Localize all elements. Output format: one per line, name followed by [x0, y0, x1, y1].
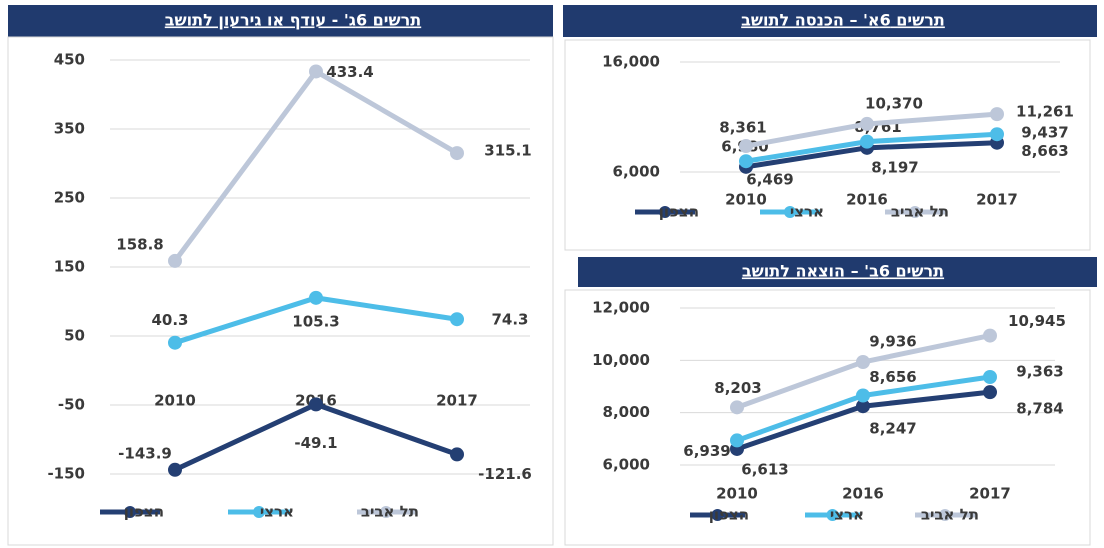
x-tick-label: 2017: [969, 485, 1011, 503]
legend-swatch: [909, 206, 921, 218]
data-point: [739, 154, 753, 169]
y-tick-label: 150: [54, 258, 85, 276]
legend-label: הצפון: [124, 503, 164, 521]
x-tick-label: 2016: [846, 191, 888, 209]
data-point: [983, 385, 997, 400]
y-tick-label: 450: [54, 51, 85, 69]
data-point: [983, 328, 997, 343]
legend-label: הצפון: [709, 506, 749, 524]
data-point: [309, 397, 323, 412]
y-tick-label: 16,000: [602, 53, 660, 71]
x-tick-label: 2010: [716, 485, 758, 503]
y-tick-label: 50: [64, 327, 85, 345]
data-point: [856, 355, 870, 370]
header-bar: [563, 5, 1097, 37]
y-tick-label: 12,000: [592, 299, 650, 317]
data-point: [856, 388, 870, 403]
y-tick-label: 6,000: [613, 163, 660, 181]
y-tick-label: 350: [54, 120, 85, 138]
data-label: 8,663: [1021, 142, 1068, 160]
data-label: 11,261: [1016, 103, 1074, 121]
y-tick-label: 10,000: [592, 351, 650, 369]
data-label: 10,945: [1008, 312, 1066, 330]
data-label: -49.1: [294, 434, 337, 452]
legend-label: תל אביב: [361, 503, 419, 521]
data-label: 8,197: [871, 158, 918, 176]
data-label: 9,363: [1016, 363, 1063, 381]
data-point: [860, 116, 874, 131]
legend-swatch: [784, 206, 796, 218]
data-point: [990, 127, 1004, 142]
y-tick-label: 8,000: [603, 403, 650, 421]
data-point: [450, 447, 464, 462]
data-point: [983, 370, 997, 385]
legend-swatch: [711, 509, 724, 521]
data-point: [739, 139, 753, 154]
x-tick-label: 2010: [725, 191, 767, 209]
legend-swatch: [253, 506, 265, 518]
data-label: -121.6: [478, 465, 532, 483]
panel: [564, 39, 1091, 251]
legend-swatch: [124, 506, 136, 518]
data-label: 9,936: [869, 333, 916, 351]
data-label: 40.3: [151, 311, 188, 329]
data-point: [450, 146, 464, 161]
legend-swatch: [826, 509, 839, 521]
data-point: [168, 253, 182, 268]
data-label: 6,939: [683, 442, 730, 460]
data-label: 8,656: [869, 368, 916, 386]
data-point: [730, 433, 744, 448]
data-point: [168, 335, 182, 350]
y-tick-label: 250: [54, 189, 85, 207]
data-point: [168, 462, 182, 477]
data-label: 8,203: [714, 379, 761, 397]
legend-label: ארצי: [830, 506, 864, 524]
legend-swatch: [939, 509, 951, 521]
data-point: [860, 134, 874, 149]
chart-title: תרשים 6ג' - עודף או גירעון לתושב: [165, 11, 421, 30]
data-point: [990, 107, 1004, 122]
x-tick-label: 2017: [436, 392, 478, 410]
chart-title: תרשים 6א' – הכנסה לתושב: [741, 11, 945, 30]
data-label: 8,361: [719, 119, 766, 137]
data-label: 10,370: [865, 94, 923, 112]
header-bar: [578, 257, 1097, 287]
y-tick-label: 6,000: [603, 456, 650, 474]
x-tick-label: 2010: [154, 392, 196, 410]
legend-swatch: [659, 206, 671, 218]
data-label: 315.1: [484, 142, 531, 160]
y-tick-label: -50: [58, 396, 85, 414]
data-point: [309, 64, 323, 79]
data-label: 8,247: [869, 420, 916, 438]
data-label: 8,784: [1016, 400, 1063, 418]
legend-label: הצפון: [659, 203, 699, 221]
data-label: 6,469: [746, 170, 793, 188]
data-label: 433.4: [326, 63, 373, 81]
x-tick-label: 2016: [842, 485, 884, 503]
data-point: [856, 399, 870, 414]
legend-label: תל אביב: [891, 203, 949, 221]
legend-label: תל אביב: [921, 506, 979, 524]
chart-title: תרשים 6ב' – הוצאה לתושב: [742, 262, 944, 281]
data-label: 158.8: [116, 235, 163, 253]
data-label: 74.3: [491, 311, 528, 329]
legend-label: ארצי: [260, 503, 294, 521]
data-point: [730, 400, 744, 415]
y-tick-label: -150: [47, 465, 85, 483]
data-label: 6,613: [741, 460, 788, 478]
legend-label: ארצי: [790, 203, 824, 221]
data-point: [450, 312, 464, 327]
legend-swatch: [380, 506, 392, 518]
data-label: 105.3: [292, 312, 339, 330]
panel: [7, 36, 554, 546]
data-label: -143.9: [118, 444, 172, 462]
x-tick-label: 2017: [976, 191, 1018, 209]
data-point: [309, 290, 323, 305]
data-label: 9,437: [1021, 124, 1068, 142]
header-bar: [8, 5, 553, 37]
